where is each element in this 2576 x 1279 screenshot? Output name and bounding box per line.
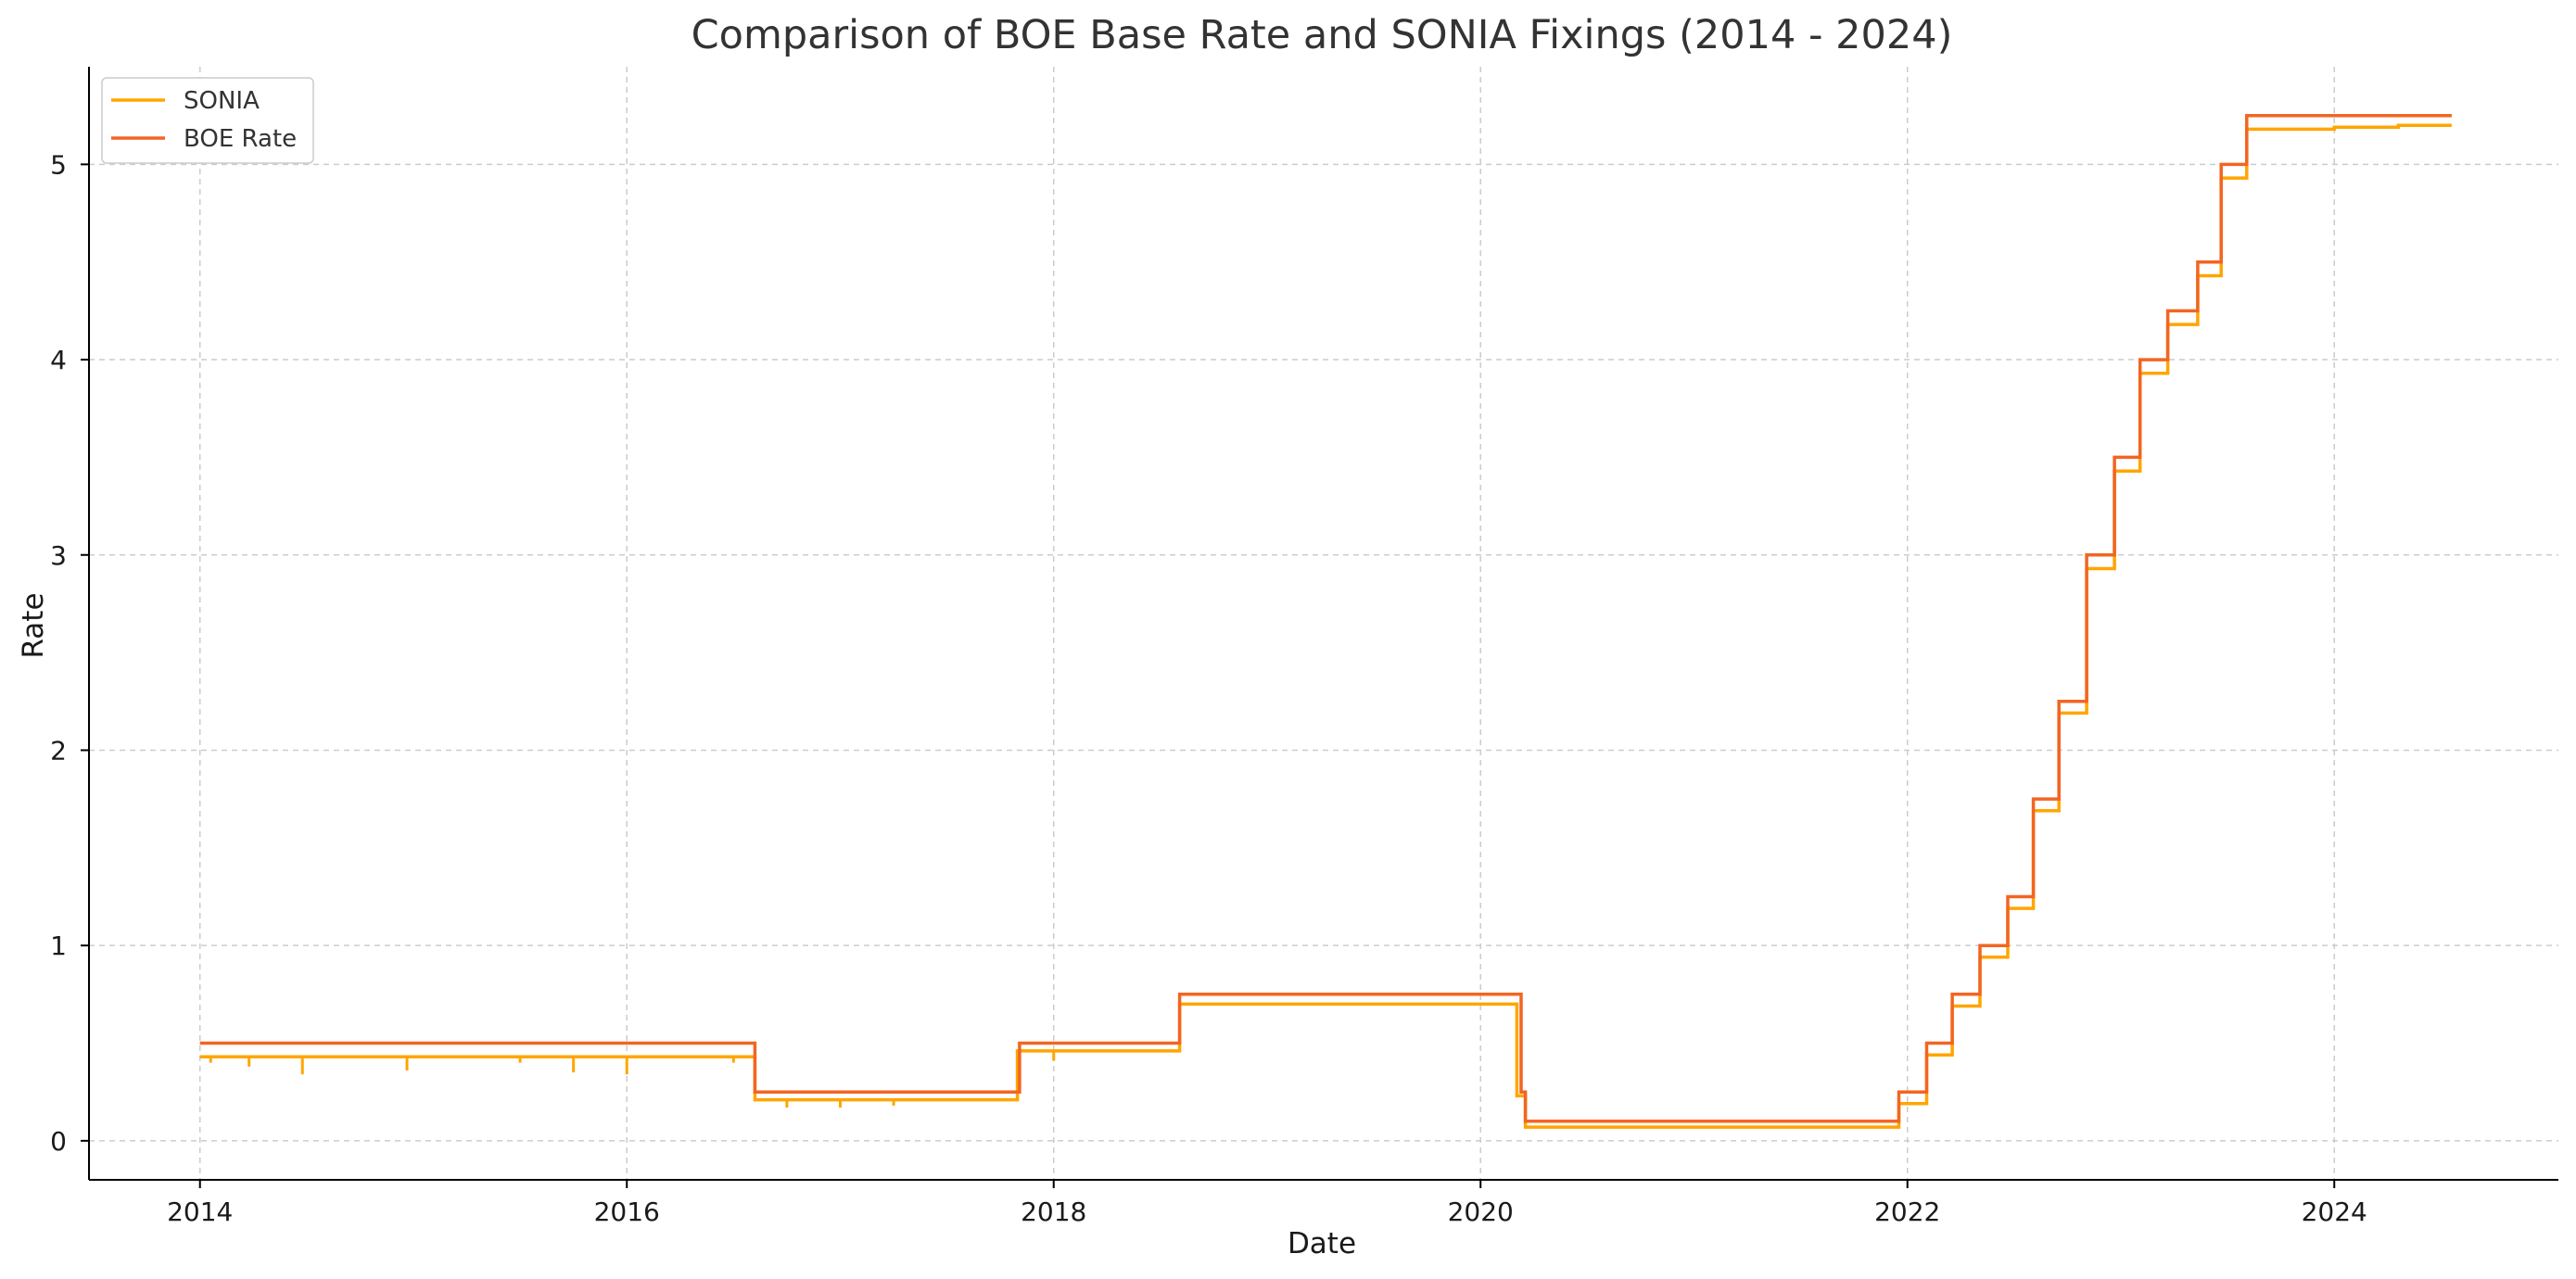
y-axis-label: Rate	[17, 592, 50, 658]
x-tick-label: 2014	[167, 1197, 233, 1227]
y-tick-label: 4	[50, 345, 67, 375]
y-tick-label: 1	[50, 931, 67, 961]
grid	[89, 67, 2558, 1180]
legend: SONIA BOE Rate	[101, 77, 314, 164]
x-tick-label: 2020	[1448, 1197, 1514, 1227]
legend-label-sonia: SONIA	[184, 87, 260, 115]
x-tick-label: 2024	[2302, 1197, 2367, 1227]
y-tick-label: 3	[50, 540, 67, 571]
x-tick-label: 2016	[594, 1197, 660, 1227]
chart-title: Comparison of BOE Base Rate and SONIA Fi…	[692, 12, 1953, 58]
y-tick-label: 5	[50, 149, 67, 180]
series-layer	[199, 113, 2452, 1129]
axes	[88, 67, 2558, 1181]
series-line-boe-rate	[199, 113, 2452, 1123]
x-tick-label: 2022	[1874, 1197, 1940, 1227]
y-tick-label: 0	[50, 1126, 67, 1157]
ticks: 2014 2016 2018 2020 2022 2024 0 1 2 3 4 5	[50, 149, 2367, 1227]
x-axis-label: Date	[1288, 1227, 1356, 1260]
legend-label-boe-rate: BOE Rate	[184, 125, 297, 153]
y-tick-label: 2	[50, 735, 67, 766]
x-tick-label: 2018	[1021, 1197, 1086, 1227]
